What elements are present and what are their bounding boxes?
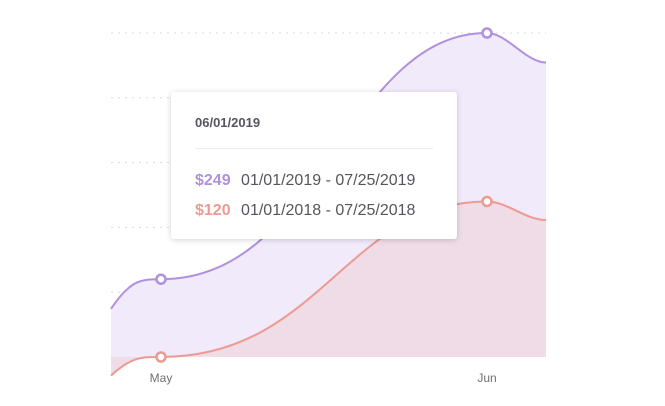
series-area-1	[111, 201, 546, 376]
tooltip-range-previous: 01/01/2018 - 07/25/2018	[241, 202, 416, 219]
x-axis-ticks: May Jun	[150, 371, 497, 385]
data-point	[481, 27, 493, 39]
series-points	[155, 27, 493, 363]
tooltip-date: 06/01/2019	[195, 115, 261, 130]
tooltip-divider	[195, 148, 433, 149]
data-point	[481, 195, 493, 208]
tooltip-row-current: $249 01/01/2019 - 07/25/2019	[195, 172, 415, 190]
tooltip-value-current: $249	[195, 172, 231, 189]
tooltip-row-previous: $120 01/01/2018 - 07/25/2018	[195, 202, 415, 220]
chart-tooltip: 06/01/2019 $249 01/01/2019 - 07/25/2019 …	[171, 92, 457, 239]
data-point	[155, 351, 167, 363]
data-point	[155, 273, 167, 285]
tooltip-range-current: 01/01/2019 - 07/25/2019	[241, 172, 416, 189]
tooltip-value-previous: $120	[195, 202, 231, 219]
x-tick-label: Jun	[477, 371, 496, 385]
series-line-1	[110, 200, 547, 377]
x-tick-label: May	[150, 371, 173, 385]
